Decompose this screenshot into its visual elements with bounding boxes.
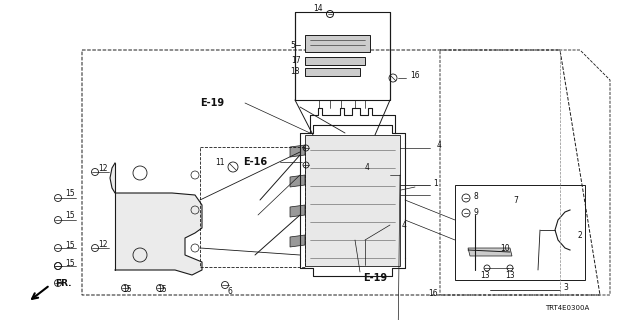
Text: E-19: E-19 [363, 273, 387, 283]
Text: 4: 4 [437, 140, 442, 149]
Polygon shape [305, 57, 365, 65]
Text: 13: 13 [505, 270, 515, 279]
Text: 15: 15 [65, 211, 75, 220]
Polygon shape [305, 135, 400, 266]
Polygon shape [290, 205, 305, 217]
Text: 8: 8 [473, 191, 477, 201]
Bar [295, 12, 390, 100]
Text: 18: 18 [290, 67, 300, 76]
Bar [455, 185, 585, 280]
Text: 15: 15 [65, 241, 75, 250]
Polygon shape [290, 235, 305, 247]
Text: 11: 11 [215, 157, 225, 166]
Text: 13: 13 [480, 270, 490, 279]
Polygon shape [290, 175, 305, 187]
Text: 16: 16 [410, 70, 420, 79]
Text: 7: 7 [513, 196, 518, 204]
Text: E-16: E-16 [243, 157, 267, 167]
Text: 12: 12 [98, 239, 108, 249]
Polygon shape [468, 248, 512, 256]
Text: 15: 15 [65, 188, 75, 197]
Polygon shape [110, 163, 202, 275]
Text: 14: 14 [313, 4, 323, 12]
Text: 2: 2 [578, 230, 583, 239]
Text: 4: 4 [402, 220, 407, 229]
Polygon shape [305, 35, 370, 52]
Text: 17: 17 [291, 55, 301, 65]
Text: 4: 4 [365, 163, 370, 172]
Bar [200, 147, 305, 267]
Text: 12: 12 [98, 164, 108, 172]
Text: E-19: E-19 [200, 98, 224, 108]
Polygon shape [290, 145, 305, 157]
Text: 15: 15 [122, 285, 132, 294]
Polygon shape [305, 68, 360, 76]
Text: FR.: FR. [55, 279, 72, 289]
Text: 5: 5 [290, 41, 295, 50]
Text: TRT4E0300A: TRT4E0300A [545, 305, 589, 311]
Text: 15: 15 [157, 285, 166, 294]
Text: 1: 1 [433, 179, 438, 188]
Text: 6: 6 [228, 287, 233, 297]
Text: 9: 9 [473, 207, 478, 217]
Text: 16: 16 [428, 289, 438, 298]
Text: 3: 3 [563, 283, 568, 292]
Text: 10: 10 [500, 244, 509, 252]
Text: 15: 15 [65, 259, 75, 268]
